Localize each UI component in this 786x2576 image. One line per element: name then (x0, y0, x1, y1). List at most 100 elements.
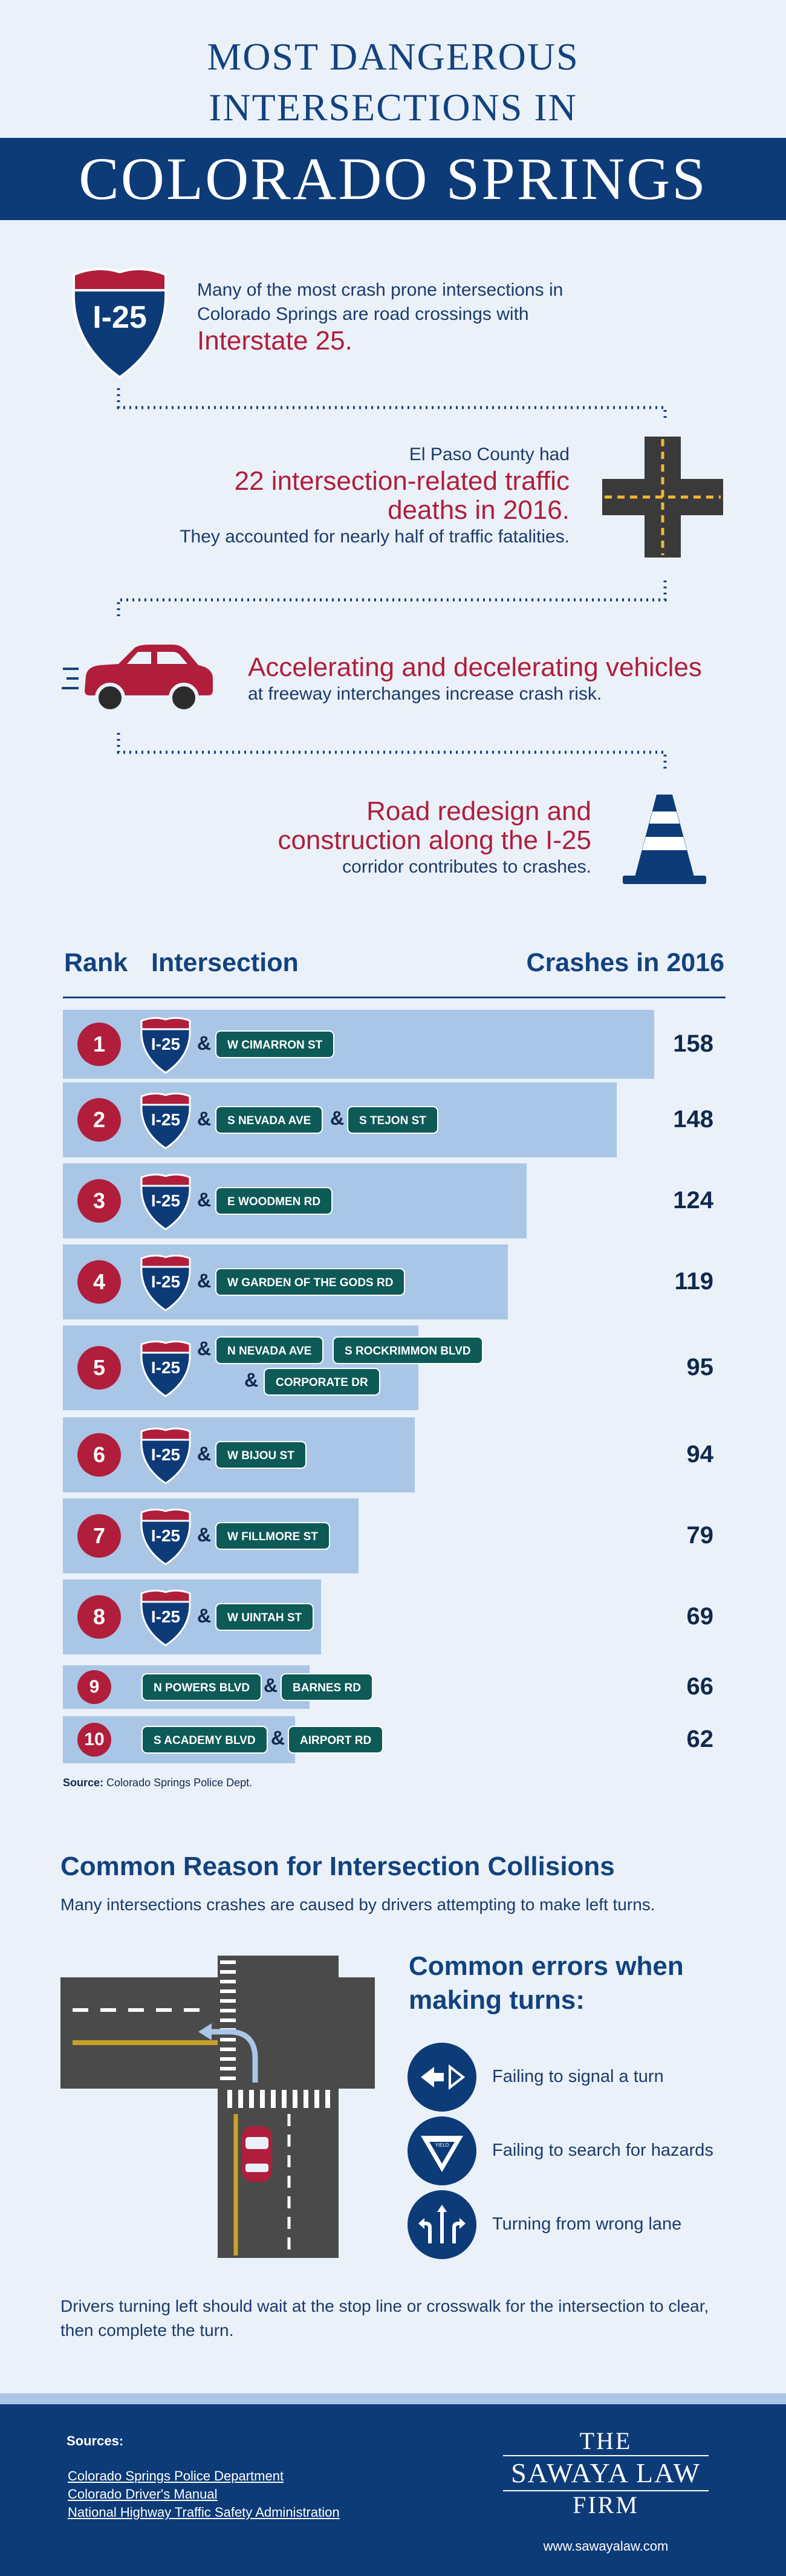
table-row: 6 I-25 & W BIJOU ST 94 (63, 1417, 726, 1492)
ampersand: & (197, 1338, 212, 1359)
table-row: 10 S ACADEMY BLVD & AIRPORT RD 62 (63, 1716, 726, 1763)
crash-count: 148 (673, 1106, 713, 1133)
car-top-icon (242, 2126, 272, 2182)
title-line-2: INTERSECTIONS IN (209, 86, 577, 129)
rank-badge: 6 (77, 1433, 121, 1477)
street-label: W UINTAH ST (215, 1603, 314, 1631)
shield-label: I-25 (151, 1607, 180, 1626)
crash-count: 124 (673, 1187, 713, 1214)
road-crossing-icon (602, 437, 723, 558)
interstate-shield-icon: I-25 (140, 1173, 191, 1231)
website-link[interactable]: www.sawayalaw.com (543, 2539, 669, 2554)
left-arrow-signal-icon (408, 2043, 476, 2112)
street-label: W BIJOU ST (215, 1441, 307, 1469)
street-label: W CIMARRON ST (215, 1030, 335, 1058)
crash-count: 62 (686, 1726, 714, 1752)
car-icon (62, 645, 213, 713)
rank-badge: 7 (77, 1514, 121, 1558)
rank-badge: 4 (77, 1260, 121, 1304)
crash-count: 79 (686, 1522, 714, 1549)
firm-logo: THE SAWAYA LAW FIRM (479, 2428, 733, 2518)
street-label: BARNES RD (281, 1673, 373, 1701)
ampersand: & (197, 1524, 212, 1546)
table-row: 5 I-25 & N NEVADA AVE S ROCKRIMMON BLVD & CORP… (63, 1325, 726, 1410)
footer-divider (0, 2393, 786, 2404)
interstate-shield-icon: I-25 (140, 1340, 191, 1397)
table-row: 4 I-25 & W GARDEN OF THE GODS RD 119 (63, 1244, 726, 1319)
dotted-connector (117, 581, 667, 619)
title-band: COLORADO SPRINGS (0, 138, 786, 220)
footer: Sources: Colorado Springs Police Departm… (0, 2404, 786, 2576)
fact-4-text: Road redesign and construction along the… (278, 796, 591, 877)
street-label: S NEVADA AVE (215, 1106, 323, 1134)
section-intro: Many intersections crashes are caused by… (60, 1895, 655, 1914)
traffic-cone-icon (623, 795, 706, 884)
shield-label: I-25 (151, 1191, 180, 1210)
crash-count: 95 (686, 1354, 714, 1381)
table-row: 1 I-25 & W CIMARRON ST 158 (63, 1010, 726, 1079)
table-row: 3 I-25 & E WOODMEN RD 124 (63, 1163, 726, 1238)
dotted-connector (117, 388, 667, 422)
ampersand: & (271, 1727, 285, 1749)
rank-badge: 9 (77, 1670, 111, 1704)
ampersand: & (197, 1605, 212, 1627)
advice-text: Drivers turning left should wait at the … (60, 2297, 709, 2340)
error-1-label: Failing to signal a turn (492, 2067, 664, 2086)
source-link-manual[interactable]: Colorado Driver's Manual (68, 2487, 218, 2502)
street-label: AIRPORT RD (288, 1726, 384, 1754)
rank-badge: 8 (77, 1595, 121, 1639)
ampersand: & (197, 1108, 212, 1130)
street-label: N NEVADA AVE (215, 1336, 324, 1364)
rank-badge: 2 (77, 1098, 121, 1142)
street-label: S ROCKRIMMON BLVD (333, 1336, 483, 1364)
dotted-connector (117, 733, 667, 772)
shield-label: I-25 (151, 1526, 180, 1545)
street-label: N POWERS BLVD (141, 1673, 262, 1701)
svg-text:YIELD: YIELD (435, 2142, 449, 2148)
section-title: Common Reason for Intersection Collision… (60, 1852, 615, 1881)
crash-count: 69 (686, 1603, 714, 1630)
street-label: S ACADEMY BLVD (141, 1726, 268, 1754)
interstate-shield-icon: I-25 (140, 1508, 191, 1566)
fact-2-text: El Paso County had 22 intersection-relat… (180, 444, 570, 547)
ampersand: & (330, 1107, 345, 1129)
rank-badge: 5 (77, 1346, 121, 1390)
ampersand: & (264, 1674, 278, 1696)
col-rank: Rank (64, 948, 128, 977)
sources-label: Sources: (67, 2433, 124, 2448)
source-link-police[interactable]: Colorado Springs Police Department (68, 2468, 284, 2483)
ampersand: & (197, 1189, 212, 1211)
ampersand: & (244, 1369, 259, 1391)
table-rule (63, 997, 726, 998)
interstate-shield-icon: I-25 (140, 1254, 191, 1312)
lane-arrows-icon (408, 2190, 476, 2259)
street-label: CORPORATE DR (264, 1368, 380, 1396)
ampersand: & (197, 1270, 212, 1292)
crash-count: 94 (686, 1441, 714, 1468)
shield-label: I-25 (93, 300, 147, 335)
street-label: W FILLMORE ST (215, 1522, 330, 1550)
street-label: S TEJON ST (347, 1106, 438, 1134)
error-2-label: Failing to search for hazards (492, 2141, 713, 2160)
source-link-nhtsa[interactable]: National Highway Traffic Safety Administ… (68, 2505, 340, 2520)
rank-badge: 10 (77, 1723, 111, 1757)
table-row: 7 I-25 & W FILLMORE ST 79 (63, 1498, 726, 1573)
table-source: Source: Colorado Springs Police Dept. (63, 1777, 253, 1789)
table-row: 8 I-25 & W UINTAH ST 69 (63, 1579, 726, 1654)
interstate-shield-icon: I-25 (140, 1092, 191, 1150)
shield-label: I-25 (151, 1358, 180, 1377)
interstate-shield-icon: I-25 (72, 267, 167, 379)
error-3-label: Turning from wrong lane (492, 2214, 682, 2234)
shield-label: I-25 (151, 1445, 180, 1464)
title-city: COLORADO SPRINGS (79, 145, 707, 212)
table-row: 9 N POWERS BLVD & BARNES RD 66 (63, 1665, 726, 1709)
title-line-1: MOST DANGEROUS (207, 35, 579, 78)
street-label: W GARDEN OF THE GODS RD (215, 1268, 406, 1296)
rank-badge: 3 (77, 1179, 121, 1223)
rank-badge: 1 (77, 1023, 121, 1066)
shield-label: I-25 (151, 1110, 180, 1129)
fact-1-text: Many of the most crash prone intersectio… (197, 280, 564, 356)
errors-title: Common errors when making turns: (409, 1951, 684, 2015)
col-crashes: Crashes in 2016 (526, 948, 724, 977)
interstate-shield-icon: I-25 (140, 1589, 191, 1647)
